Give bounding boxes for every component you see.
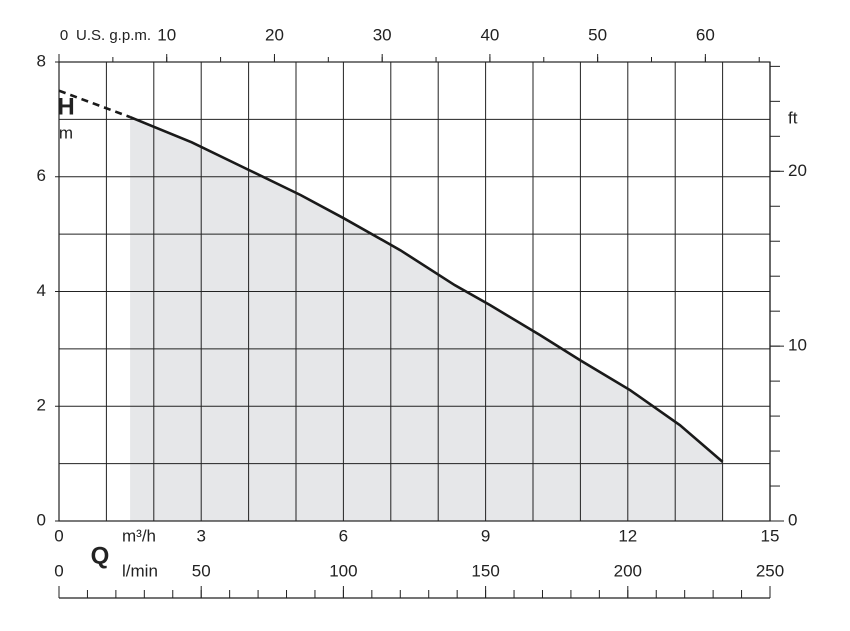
x-tick-label: 6 bbox=[339, 526, 348, 545]
bottom-tick-label: 150 bbox=[471, 561, 499, 580]
bottom-tick-label: 100 bbox=[329, 561, 357, 580]
q-label: Q bbox=[91, 542, 110, 569]
top-tick-label: 0 bbox=[60, 27, 68, 44]
top-axis-label: U.S. g.p.m. bbox=[76, 27, 151, 44]
right-tick-label: 0 bbox=[788, 510, 797, 529]
x-tick-label: 3 bbox=[196, 526, 205, 545]
top-tick-label: 50 bbox=[588, 25, 607, 44]
right-tick-label: 20 bbox=[788, 161, 807, 180]
bottom-tick-label: 200 bbox=[614, 561, 642, 580]
y-tick-label: 0 bbox=[37, 510, 46, 529]
y-axis-label: H bbox=[57, 93, 74, 120]
bottom-tick-label: 50 bbox=[192, 561, 211, 580]
bottom-axis-label: l/min bbox=[122, 561, 158, 580]
x-tick-label: 9 bbox=[481, 526, 490, 545]
bottom-tick-label: 0 bbox=[54, 561, 63, 580]
y-tick-label: 6 bbox=[37, 166, 46, 185]
y-unit: m bbox=[59, 123, 73, 142]
y-tick-label: 2 bbox=[37, 396, 46, 415]
top-tick-label: 40 bbox=[480, 25, 499, 44]
top-tick-label: 10 bbox=[157, 25, 176, 44]
curve bbox=[129, 115, 724, 463]
area bbox=[130, 117, 723, 521]
x-tick-label: 0 bbox=[54, 526, 63, 545]
curve bbox=[58, 89, 131, 119]
y-tick-label: 8 bbox=[37, 51, 46, 70]
y-tick-label: 4 bbox=[37, 281, 46, 300]
x-tick-label: 15 bbox=[761, 526, 780, 545]
top-tick-label: 30 bbox=[373, 25, 392, 44]
right-tick-label: 10 bbox=[788, 336, 807, 355]
x-axis-label: m³/h bbox=[122, 526, 156, 545]
bottom-tick-label: 250 bbox=[756, 561, 784, 580]
top-tick-label: 20 bbox=[265, 25, 284, 44]
top-tick-label: 60 bbox=[696, 25, 715, 44]
right-axis-label: ft bbox=[788, 108, 798, 127]
x-tick-label: 12 bbox=[618, 526, 637, 545]
